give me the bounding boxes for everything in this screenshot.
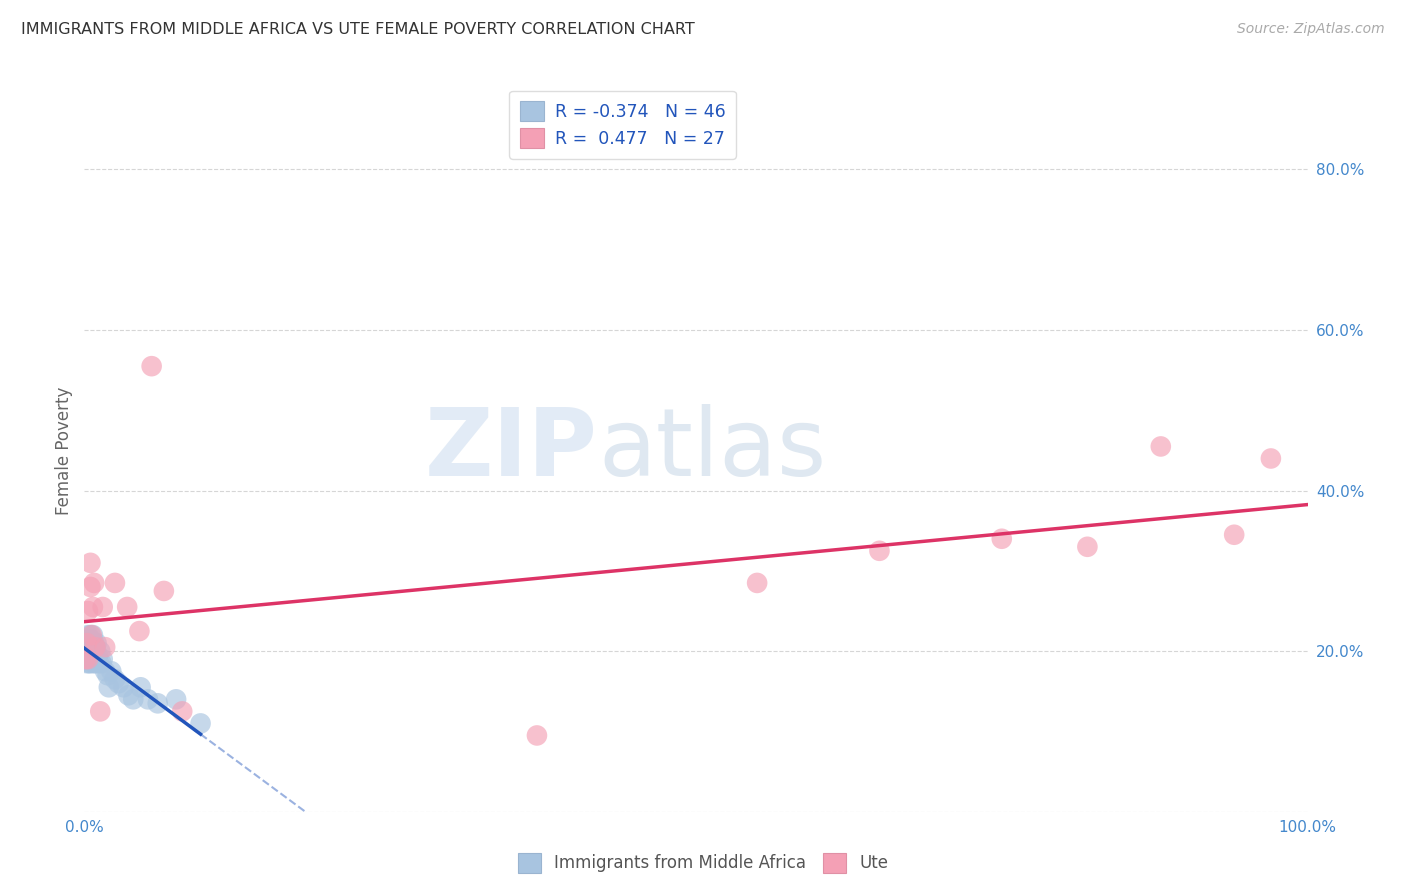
Point <box>89 705 111 719</box>
Point <box>79 657 101 671</box>
Point <box>79 648 101 662</box>
Point <box>84 640 107 655</box>
Point <box>190 716 212 731</box>
Point <box>1150 439 1173 453</box>
Point <box>83 636 105 650</box>
Point <box>83 648 105 662</box>
Point <box>117 689 139 703</box>
Y-axis label: Female Poverty: Female Poverty <box>55 386 73 515</box>
Text: Source: ZipAtlas.com: Source: ZipAtlas.com <box>1237 22 1385 37</box>
Point <box>82 628 104 642</box>
Point <box>76 652 98 666</box>
Point <box>112 680 135 694</box>
Point <box>1260 451 1282 466</box>
Point <box>80 644 103 658</box>
Point <box>146 696 169 710</box>
Point <box>128 624 150 639</box>
Point <box>75 648 97 662</box>
Point <box>97 668 120 682</box>
Point <box>77 657 100 671</box>
Point <box>77 604 100 618</box>
Point <box>77 628 100 642</box>
Point <box>172 705 194 719</box>
Point <box>107 676 129 690</box>
Point <box>77 636 100 650</box>
Point <box>1076 540 1098 554</box>
Point <box>104 673 127 687</box>
Point <box>79 556 101 570</box>
Point <box>129 680 152 694</box>
Point <box>136 692 159 706</box>
Point <box>86 636 108 650</box>
Point <box>94 664 117 679</box>
Text: IMMIGRANTS FROM MIDDLE AFRICA VS UTE FEMALE POVERTY CORRELATION CHART: IMMIGRANTS FROM MIDDLE AFRICA VS UTE FEM… <box>21 22 695 37</box>
Legend: Immigrants from Middle Africa, Ute: Immigrants from Middle Africa, Ute <box>510 847 896 880</box>
Point <box>86 652 108 666</box>
Point <box>77 644 100 658</box>
Point <box>76 636 98 650</box>
Point <box>87 657 110 671</box>
Point <box>80 636 103 650</box>
Point <box>869 543 891 558</box>
Point <box>122 692 145 706</box>
Text: ZIP: ZIP <box>425 404 598 497</box>
Point <box>76 632 98 646</box>
Point <box>82 599 104 614</box>
Point <box>526 728 548 742</box>
Point <box>80 628 103 642</box>
Point <box>84 640 107 655</box>
Point <box>747 576 769 591</box>
Point <box>84 657 107 671</box>
Point <box>1223 527 1246 541</box>
Point <box>141 359 163 373</box>
Point <box>80 652 103 666</box>
Legend: R = -0.374   N = 46, R =  0.477   N = 27: R = -0.374 N = 46, R = 0.477 N = 27 <box>509 91 735 159</box>
Point <box>76 657 98 671</box>
Point <box>75 652 97 666</box>
Point <box>90 657 112 671</box>
Point <box>991 532 1014 546</box>
Point <box>83 657 105 671</box>
Point <box>83 576 105 591</box>
Point <box>77 640 100 655</box>
Point <box>91 599 114 614</box>
Point <box>82 640 104 655</box>
Point <box>115 599 138 614</box>
Point <box>82 648 104 662</box>
Point <box>89 644 111 658</box>
Point <box>104 576 127 591</box>
Point <box>77 652 100 666</box>
Point <box>87 648 110 662</box>
Text: atlas: atlas <box>598 404 827 497</box>
Point <box>94 640 117 655</box>
Point <box>77 648 100 662</box>
Point <box>91 652 114 666</box>
Point <box>165 692 187 706</box>
Point <box>153 583 176 598</box>
Point <box>100 664 122 679</box>
Point <box>79 628 101 642</box>
Point <box>97 680 120 694</box>
Point <box>79 632 101 646</box>
Point <box>79 580 101 594</box>
